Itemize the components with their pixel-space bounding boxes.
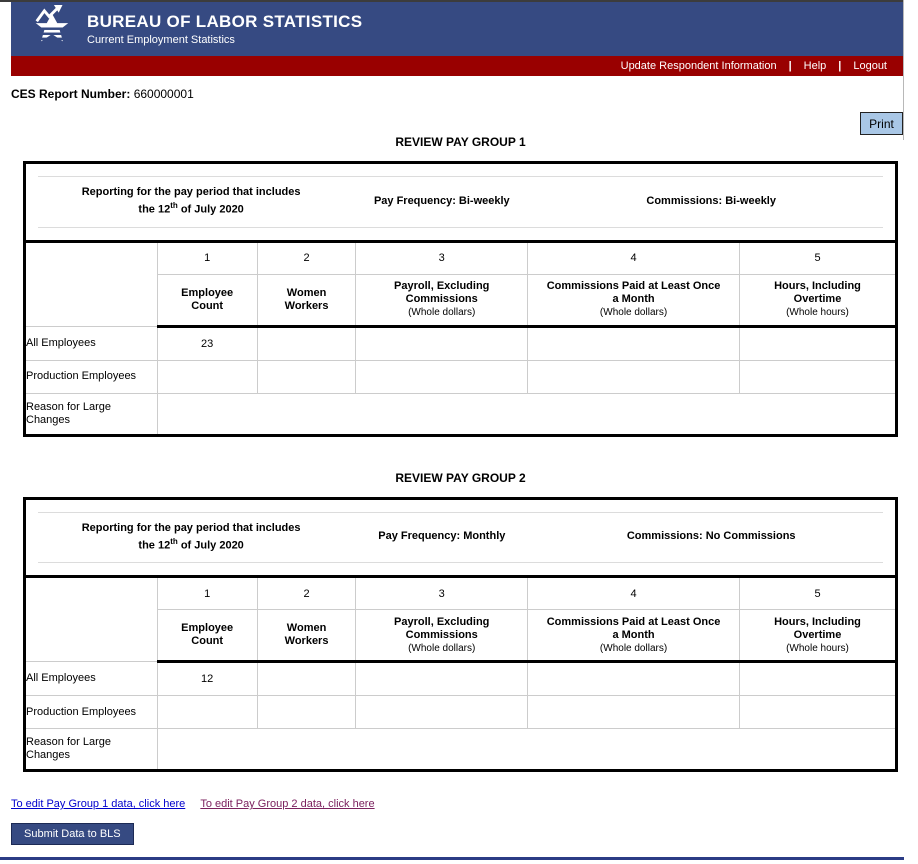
column-header: Payroll, Excluding Commissions (Whole dol… bbox=[355, 273, 529, 328]
column-number: 4 bbox=[527, 240, 740, 275]
info-divider bbox=[38, 226, 883, 228]
nav-bar: Update Respondent Information | Help | L… bbox=[11, 56, 903, 76]
data-cell bbox=[739, 325, 897, 361]
pay-group-1-table: Reporting for the pay period that includ… bbox=[23, 161, 898, 437]
window-top-border bbox=[0, 0, 904, 2]
print-button[interactable]: Print bbox=[860, 112, 903, 135]
column-number: 1 bbox=[156, 240, 258, 275]
pay-frequency-text: Pay Frequency: Monthly bbox=[378, 530, 506, 543]
pay-group-1-title: REVIEW PAY GROUP 1 bbox=[395, 135, 526, 149]
info-divider bbox=[38, 562, 883, 564]
pay-group-2-section: REVIEW PAY GROUP 2 Reporting for the pay… bbox=[23, 471, 898, 773]
footer-divider bbox=[0, 857, 904, 861]
row-label: Production Employees bbox=[24, 695, 158, 730]
frame-edge-line bbox=[903, 0, 904, 140]
data-cell bbox=[256, 359, 357, 394]
pay-period-info-cell: Reporting for the pay period that includ… bbox=[24, 162, 897, 243]
data-cell bbox=[256, 695, 357, 730]
pay-frequency-text: Pay Frequency: Bi-weekly bbox=[373, 194, 510, 207]
data-cell bbox=[355, 359, 529, 394]
data-cell bbox=[156, 695, 258, 730]
row-label: Reason for Large Changes bbox=[24, 392, 158, 436]
nav-link-logout[interactable]: Logout bbox=[853, 60, 887, 72]
edit-pay-group-1-link[interactable]: To edit Pay Group 1 data, click here bbox=[11, 798, 186, 811]
column-number: 3 bbox=[355, 576, 529, 611]
data-cell bbox=[256, 661, 357, 697]
data-cell: 12 bbox=[156, 661, 258, 697]
info-divider bbox=[38, 511, 883, 513]
nav-link-update-respondent-information[interactable]: Update Respondent Information bbox=[620, 60, 777, 72]
corner-cell bbox=[24, 240, 158, 327]
ces-report-number-label: CES Report Number: bbox=[11, 87, 131, 101]
nav-separator: | bbox=[838, 60, 842, 72]
corner-cell bbox=[24, 576, 158, 663]
column-header: Employee Count bbox=[156, 273, 258, 328]
bls-logo-icon bbox=[31, 4, 73, 55]
data-cell bbox=[739, 359, 897, 394]
edit-pay-group-2-link[interactable]: To edit Pay Group 2 data, click here bbox=[200, 798, 375, 811]
column-header: Hours, Including Overtime (Whole hours) bbox=[739, 609, 897, 664]
masthead: BUREAU OF LABOR STATISTICS Current Emplo… bbox=[11, 2, 903, 56]
pay-group-1-section: REVIEW PAY GROUP 1 Reporting for the pay… bbox=[23, 135, 898, 437]
column-header: Payroll, Excluding Commissions (Whole dol… bbox=[355, 609, 529, 664]
data-cell bbox=[527, 359, 740, 394]
data-cell bbox=[256, 325, 357, 361]
column-header: Employee Count bbox=[156, 609, 258, 664]
column-number: 2 bbox=[256, 576, 357, 611]
data-cell bbox=[355, 695, 529, 730]
row-label: All Employees bbox=[24, 661, 158, 697]
data-cell bbox=[527, 325, 740, 361]
reporting-period-text: Reporting for the pay period that includ… bbox=[81, 186, 301, 216]
data-cell bbox=[739, 695, 897, 730]
data-cell: 23 bbox=[156, 325, 258, 361]
app-subtitle: Current Employment Statistics bbox=[87, 34, 235, 46]
data-cell bbox=[156, 359, 258, 394]
edit-links-row: To edit Pay Group 1 data, click here To … bbox=[11, 798, 918, 810]
row-label: All Employees bbox=[24, 325, 158, 361]
ces-report-number: CES Report Number: 660000001 bbox=[11, 87, 918, 102]
data-cell bbox=[355, 661, 529, 697]
reporting-period-text: Reporting for the pay period that includ… bbox=[81, 521, 301, 552]
pay-group-2-table: Reporting for the pay period that includ… bbox=[23, 496, 898, 773]
column-number: 4 bbox=[527, 576, 740, 611]
data-cell bbox=[739, 661, 897, 697]
data-cell bbox=[527, 695, 740, 730]
column-number: 2 bbox=[256, 240, 357, 275]
commissions-text: Commissions: Bi-weekly bbox=[646, 194, 776, 207]
reason-cell bbox=[156, 392, 898, 436]
column-number: 1 bbox=[156, 576, 258, 611]
ces-report-number-value: 660000001 bbox=[133, 87, 194, 101]
column-number: 5 bbox=[739, 240, 897, 275]
column-header: Women Workers bbox=[256, 273, 357, 328]
pay-group-2-title: REVIEW PAY GROUP 2 bbox=[395, 470, 526, 485]
column-header: Commissions Paid at Least Once a Month (W… bbox=[527, 273, 740, 328]
column-header: Women Workers bbox=[256, 609, 357, 664]
data-cell bbox=[527, 661, 740, 697]
column-header: Hours, Including Overtime (Whole hours) bbox=[739, 273, 897, 328]
nav-link-help[interactable]: Help bbox=[803, 60, 827, 72]
agency-title: BUREAU OF LABOR STATISTICS bbox=[87, 12, 363, 31]
pay-period-info-cell: Reporting for the pay period that includ… bbox=[24, 497, 897, 579]
data-cell bbox=[355, 325, 529, 361]
column-number: 3 bbox=[355, 240, 529, 275]
info-divider bbox=[38, 176, 883, 177]
row-label: Production Employees bbox=[24, 359, 158, 394]
column-header: Commissions Paid at Least Once a Month (W… bbox=[527, 609, 740, 664]
submit-data-button[interactable]: Submit Data to BLS bbox=[11, 823, 134, 846]
reason-cell bbox=[156, 728, 898, 772]
column-number: 5 bbox=[739, 576, 897, 611]
nav-separator: | bbox=[788, 60, 792, 72]
masthead-text: BUREAU OF LABOR STATISTICS Current Emplo… bbox=[87, 12, 362, 46]
row-label: Reason for Large Changes bbox=[24, 728, 158, 772]
commissions-text: Commissions: No Commissions bbox=[626, 530, 796, 543]
